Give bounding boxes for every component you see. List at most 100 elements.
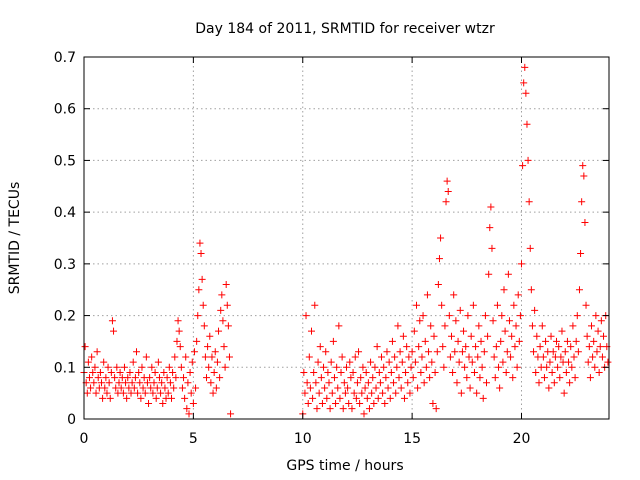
data-point bbox=[150, 379, 158, 387]
data-point bbox=[113, 363, 121, 371]
x-tick-label: 15 bbox=[403, 431, 421, 447]
data-point bbox=[546, 358, 554, 366]
data-point bbox=[392, 389, 400, 397]
data-point bbox=[479, 394, 487, 402]
data-point bbox=[227, 410, 235, 418]
data-point bbox=[524, 156, 532, 164]
data-point bbox=[593, 348, 601, 356]
data-point bbox=[577, 250, 585, 258]
data-point bbox=[433, 348, 441, 356]
x-tick-label: 10 bbox=[294, 431, 312, 447]
data-point bbox=[131, 374, 139, 382]
data-point bbox=[349, 368, 357, 376]
data-point bbox=[580, 172, 588, 180]
data-point bbox=[399, 332, 407, 340]
data-point bbox=[393, 363, 401, 371]
data-point bbox=[221, 363, 229, 371]
data-point bbox=[135, 368, 143, 376]
data-point bbox=[488, 244, 496, 252]
data-point bbox=[302, 312, 310, 320]
data-point bbox=[335, 322, 343, 330]
data-point bbox=[402, 368, 410, 376]
data-point bbox=[168, 394, 175, 402]
data-point bbox=[317, 374, 325, 382]
data-point bbox=[581, 218, 589, 226]
data-point bbox=[176, 343, 184, 351]
data-point bbox=[160, 368, 168, 376]
data-point bbox=[513, 363, 521, 371]
data-point bbox=[361, 384, 369, 392]
data-point bbox=[153, 384, 161, 392]
data-point bbox=[573, 312, 581, 320]
data-point bbox=[554, 363, 562, 371]
data-point bbox=[212, 384, 220, 392]
data-point bbox=[345, 399, 353, 407]
data-point bbox=[451, 348, 459, 356]
data-point bbox=[452, 317, 460, 325]
data-point bbox=[390, 379, 398, 387]
data-point bbox=[405, 353, 413, 361]
data-point bbox=[560, 389, 568, 397]
data-point bbox=[536, 343, 544, 351]
data-point bbox=[147, 384, 155, 392]
data-point bbox=[334, 384, 342, 392]
data-point bbox=[84, 358, 92, 366]
data-point bbox=[88, 353, 96, 361]
data-point bbox=[111, 374, 119, 382]
data-point bbox=[219, 317, 227, 325]
data-point bbox=[411, 358, 419, 366]
data-point bbox=[443, 177, 451, 185]
data-point bbox=[311, 301, 319, 309]
data-point bbox=[531, 306, 539, 314]
data-point bbox=[567, 343, 575, 351]
data-point bbox=[149, 389, 157, 397]
data-point bbox=[333, 363, 341, 371]
data-point bbox=[154, 358, 162, 366]
data-point bbox=[445, 312, 453, 320]
data-point bbox=[158, 379, 166, 387]
data-point bbox=[301, 389, 309, 397]
data-point bbox=[473, 389, 481, 397]
data-point bbox=[507, 353, 515, 361]
data-point bbox=[438, 301, 446, 309]
data-point bbox=[477, 337, 485, 345]
data-point bbox=[216, 374, 224, 382]
data-point bbox=[475, 322, 483, 330]
data-point bbox=[598, 353, 606, 361]
data-point bbox=[385, 358, 393, 366]
data-point bbox=[370, 399, 378, 407]
data-point bbox=[420, 379, 428, 387]
data-point bbox=[224, 322, 232, 330]
data-point bbox=[470, 368, 478, 376]
data-point bbox=[122, 379, 130, 387]
data-point bbox=[400, 394, 408, 402]
data-point bbox=[163, 374, 171, 382]
data-point bbox=[550, 379, 558, 387]
data-point bbox=[133, 348, 140, 356]
data-point bbox=[189, 399, 197, 407]
data-point bbox=[562, 368, 570, 376]
data-point bbox=[522, 89, 530, 97]
data-point bbox=[442, 198, 450, 206]
y-tick-label: 0.4 bbox=[54, 205, 76, 221]
data-point bbox=[483, 379, 490, 387]
data-point bbox=[519, 162, 527, 170]
data-point bbox=[441, 322, 449, 330]
y-tick-label: 0.7 bbox=[54, 50, 76, 66]
data-point bbox=[155, 374, 163, 382]
data-point bbox=[407, 363, 415, 371]
data-point bbox=[372, 384, 380, 392]
data-point bbox=[159, 399, 167, 407]
data-point bbox=[322, 348, 330, 356]
data-point bbox=[538, 322, 546, 330]
data-point bbox=[493, 301, 501, 309]
data-point bbox=[590, 337, 598, 345]
data-point bbox=[430, 332, 438, 340]
x-tick-label: 5 bbox=[189, 431, 198, 447]
data-point bbox=[503, 348, 511, 356]
data-point bbox=[444, 187, 452, 195]
data-point bbox=[142, 353, 150, 361]
data-point bbox=[579, 162, 587, 170]
data-point bbox=[92, 389, 100, 397]
data-point bbox=[332, 399, 340, 407]
